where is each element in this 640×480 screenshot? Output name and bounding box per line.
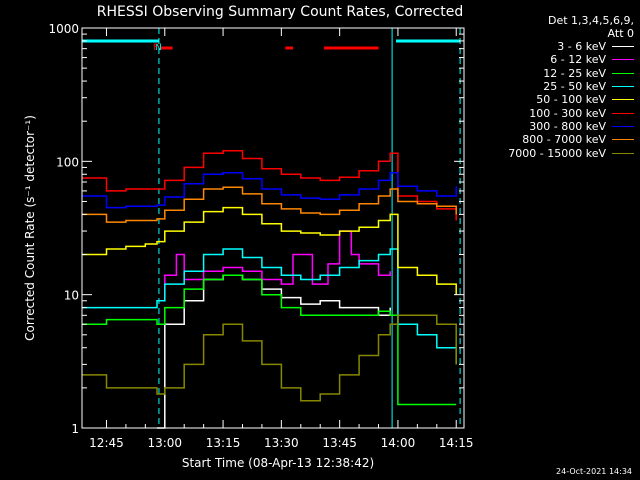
legend-item: 6 - 12 keV	[466, 53, 634, 66]
legend-swatch	[612, 99, 634, 101]
legend-label: 800 - 7000 keV	[522, 133, 606, 147]
series-line-7	[82, 186, 457, 223]
legend-swatch	[612, 86, 634, 88]
legend-item: 300 - 800 keV	[466, 120, 634, 133]
date-stamp: 24-Oct-2021 14:34	[556, 467, 632, 476]
legend-label: 300 - 800 keV	[529, 119, 606, 133]
legend-item: 7000 - 15000 keV	[466, 146, 634, 160]
x-tick-label-6: 14:15	[439, 436, 474, 450]
x-tick-label-1: 13:00	[147, 436, 182, 450]
x-tick-label-3: 13:30	[264, 436, 299, 450]
series-line-6	[82, 172, 457, 209]
legend-swatch	[612, 46, 634, 48]
legend-header-line-2: Att 0	[607, 27, 634, 40]
legend-label: 25 - 50 keV	[543, 80, 606, 94]
legend-item: 50 - 100 keV	[466, 93, 634, 106]
y-axis-label: Corrected Count Rate (s⁻¹ detector⁻¹)	[23, 115, 37, 341]
series-line-5	[82, 150, 457, 221]
flag-mark-N: N	[155, 43, 162, 53]
y-tick-label-2: 100	[56, 155, 79, 169]
legend-label: 7000 - 15000 keV	[508, 146, 606, 160]
legend-item: 12 - 25 keV	[466, 67, 634, 80]
series-lines	[82, 150, 457, 429]
x-axis-label: Start Time (08-Apr-13 12:38:42)	[182, 456, 374, 470]
legend-swatch	[612, 59, 634, 61]
axis-ticks: 12:45 13:00 13:15 13:30 13:45 14:00 14:15 1 10 10…	[48, 22, 473, 450]
legend-item: 100 - 300 keV	[466, 106, 634, 120]
x-tick-label-4: 13:45	[322, 436, 357, 450]
legend-label: 3 - 6 keV	[557, 40, 606, 54]
series-line-0	[157, 274, 391, 429]
chart-title: RHESSI Observing Summary Count Rates, Co…	[97, 4, 463, 20]
series-line-1	[157, 230, 391, 302]
legend-label: 6 - 12 keV	[550, 53, 606, 67]
x-tick-label-2: 13:15	[206, 436, 241, 450]
legend-label: 100 - 300 keV	[529, 106, 606, 120]
flag-bands: NF	[81, 28, 461, 428]
series-line-4	[82, 206, 457, 295]
series-line-3	[82, 248, 457, 365]
y-tick-label-0: 1	[71, 422, 79, 436]
legend-header-line-1: Det 1,3,4,5,6,9,	[547, 14, 634, 27]
series-line-2	[82, 274, 457, 406]
legend-swatch	[612, 139, 634, 141]
legend-swatch	[612, 72, 634, 74]
legend-label: 12 - 25 keV	[543, 66, 606, 80]
legend-swatch	[612, 152, 634, 154]
x-tick-label-0: 12:45	[89, 436, 124, 450]
legend-swatch	[612, 125, 634, 127]
legend-swatch	[612, 112, 634, 114]
flag-mark-F: F	[153, 43, 158, 53]
legend-label: 50 - 100 keV	[536, 93, 606, 107]
legend: Det 1,3,4,5,6,9, Att 0 3 - 6 keV 6 - 12 k…	[466, 14, 634, 160]
legend-item: 25 - 50 keV	[466, 80, 634, 93]
x-tick-label-5: 14:00	[381, 436, 416, 450]
series-line-8	[82, 314, 457, 402]
y-tick-label-3: 1000	[48, 22, 79, 36]
legend-item: 3 - 6 keV	[466, 40, 634, 53]
legend-item: 800 - 7000 keV	[466, 133, 634, 146]
y-tick-label-1: 10	[64, 289, 79, 303]
plot-frame	[81, 27, 465, 429]
